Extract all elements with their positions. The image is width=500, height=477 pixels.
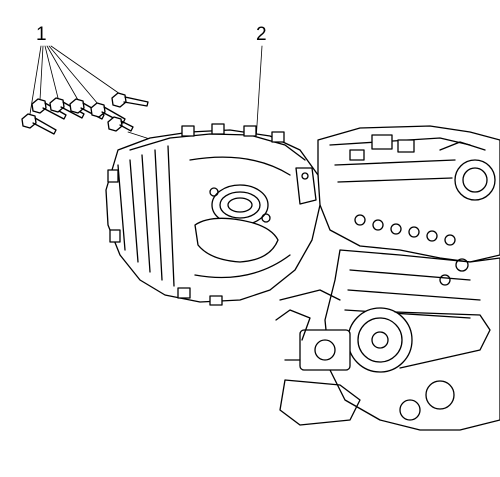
bolts-group — [21, 92, 149, 135]
callout-label-2: 2 — [256, 24, 267, 45]
bolt — [111, 92, 149, 108]
engine-block — [275, 125, 500, 431]
intake-manifold — [105, 123, 321, 306]
callout-label-1: 1 — [36, 24, 47, 45]
bolt — [107, 116, 134, 132]
callout-1-leaders — [29, 45, 121, 115]
head-bolt-row — [354, 214, 456, 246]
bolt — [21, 113, 57, 135]
